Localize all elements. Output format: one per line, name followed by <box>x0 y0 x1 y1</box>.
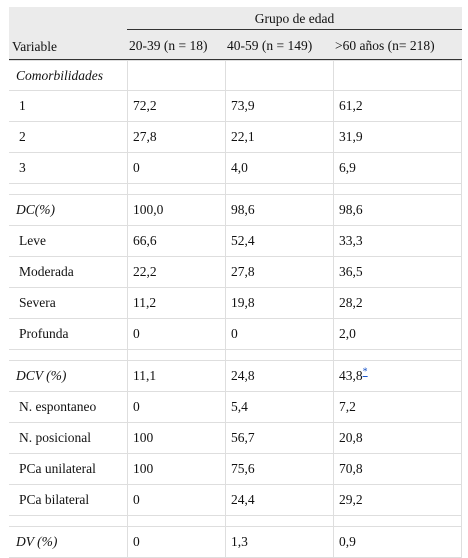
section-value <box>127 60 225 91</box>
cell-value: 75,6 <box>225 454 333 485</box>
variable-header: Variable <box>9 30 127 60</box>
section-value: 100,0 <box>127 195 225 226</box>
row-label: 3 <box>9 153 127 184</box>
table-row: 3 0 4,0 6,9 <box>9 153 463 184</box>
table-row: Leve 66,6 52,4 33,3 <box>9 226 463 257</box>
cell-value: 0 <box>127 392 225 423</box>
row-label: Moderada <box>9 257 127 288</box>
data-table-container: Grupo de edad Variable 20-39 (n = 18) 40… <box>9 7 463 558</box>
cell-value: 22,1 <box>225 122 333 153</box>
section-value: 43,8 <box>339 368 363 383</box>
cell-value: 4,0 <box>225 153 333 184</box>
section-value <box>333 60 463 91</box>
cell-value: 36,5 <box>333 257 463 288</box>
cell-value: 61,2 <box>333 91 463 122</box>
cell-value: 2,0 <box>333 319 463 350</box>
row-label: Severa <box>9 288 127 319</box>
table-row: 1 72,2 73,9 61,2 <box>9 91 463 122</box>
table-row: N. posicional 100 56,7 20,8 <box>9 423 463 454</box>
cell-value: 19,8 <box>225 288 333 319</box>
cell-value: 31,9 <box>333 122 463 153</box>
cell-value: 5,4 <box>225 392 333 423</box>
cell-value: 0 <box>127 485 225 516</box>
cell-value: 28,2 <box>333 288 463 319</box>
cell-value: 11,2 <box>127 288 225 319</box>
section-row-dcv: DCV (%) 11,1 24,8 43,8* <box>9 361 463 392</box>
cell-value: 73,9 <box>225 91 333 122</box>
cell-value: 27,8 <box>127 122 225 153</box>
table-row: PCa unilateral 100 75,6 70,8 <box>9 454 463 485</box>
section-title: DCV (%) <box>9 361 127 392</box>
section-title: DC(%) <box>9 195 127 226</box>
cell-value: 24,4 <box>225 485 333 516</box>
spacer-row <box>9 350 463 361</box>
age-group-header-60-plus: >60 años (n= 218) <box>333 30 463 60</box>
cell-value: 33,3 <box>333 226 463 257</box>
table-row: Profunda 0 0 2,0 <box>9 319 463 350</box>
section-value: 24,8 <box>225 361 333 392</box>
row-label: Profunda <box>9 319 127 350</box>
table-row: PCa bilateral 0 24,4 29,2 <box>9 485 463 516</box>
cell-value: 27,8 <box>225 257 333 288</box>
footnote-link[interactable]: * <box>362 366 368 378</box>
cell-value: 6,9 <box>333 153 463 184</box>
cell-value: 66,6 <box>127 226 225 257</box>
cell-value: 22,2 <box>127 257 225 288</box>
age-group-header-20-39: 20-39 (n = 18) <box>127 30 225 60</box>
cell-value: 100 <box>127 454 225 485</box>
table-header: Grupo de edad Variable 20-39 (n = 18) 40… <box>9 7 463 60</box>
header-blank-cell <box>9 7 127 30</box>
cell-value: 0 <box>225 319 333 350</box>
section-value: 11,1 <box>127 361 225 392</box>
row-label: PCa bilateral <box>9 485 127 516</box>
cell-value: 100 <box>127 423 225 454</box>
row-label: 2 <box>9 122 127 153</box>
cell-value: 56,7 <box>225 423 333 454</box>
row-label: Leve <box>9 226 127 257</box>
section-value: 0,9 <box>333 527 463 558</box>
spacer-row <box>9 184 463 195</box>
section-value: 98,6 <box>333 195 463 226</box>
table-row: N. espontaneo 0 5,4 7,2 <box>9 392 463 423</box>
cell-value: 7,2 <box>333 392 463 423</box>
section-title: Comorbilidades <box>9 60 127 91</box>
section-title: DV (%) <box>9 527 127 558</box>
row-label: N. espontaneo <box>9 392 127 423</box>
group-header: Grupo de edad <box>127 7 463 30</box>
section-value-with-footnote: 43,8* <box>333 361 463 392</box>
row-label: N. posicional <box>9 423 127 454</box>
cell-value: 20,8 <box>333 423 463 454</box>
row-label: PCa unilateral <box>9 454 127 485</box>
section-value: 98,6 <box>225 195 333 226</box>
section-value <box>225 60 333 91</box>
cell-value: 70,8 <box>333 454 463 485</box>
cell-value: 52,4 <box>225 226 333 257</box>
table-row: 2 27,8 22,1 31,9 <box>9 122 463 153</box>
age-group-table: Grupo de edad Variable 20-39 (n = 18) 40… <box>9 7 463 558</box>
section-row-comorbilidades: Comorbilidades <box>9 60 463 91</box>
section-value: 0 <box>127 527 225 558</box>
section-row-dv: DV (%) 0 1,3 0,9 <box>9 527 463 558</box>
cell-value: 29,2 <box>333 485 463 516</box>
section-row-dc: DC(%) 100,0 98,6 98,6 <box>9 195 463 226</box>
age-group-header-40-59: 40-59 (n = 149) <box>225 30 333 60</box>
section-value: 1,3 <box>225 527 333 558</box>
spacer-row <box>9 516 463 527</box>
table-row: Severa 11,2 19,8 28,2 <box>9 288 463 319</box>
table-row: Moderada 22,2 27,8 36,5 <box>9 257 463 288</box>
row-label: 1 <box>9 91 127 122</box>
cell-value: 0 <box>127 153 225 184</box>
table-body: Comorbilidades 1 72,2 73,9 61,2 2 27,8 2… <box>9 60 463 558</box>
cell-value: 72,2 <box>127 91 225 122</box>
cell-value: 0 <box>127 319 225 350</box>
